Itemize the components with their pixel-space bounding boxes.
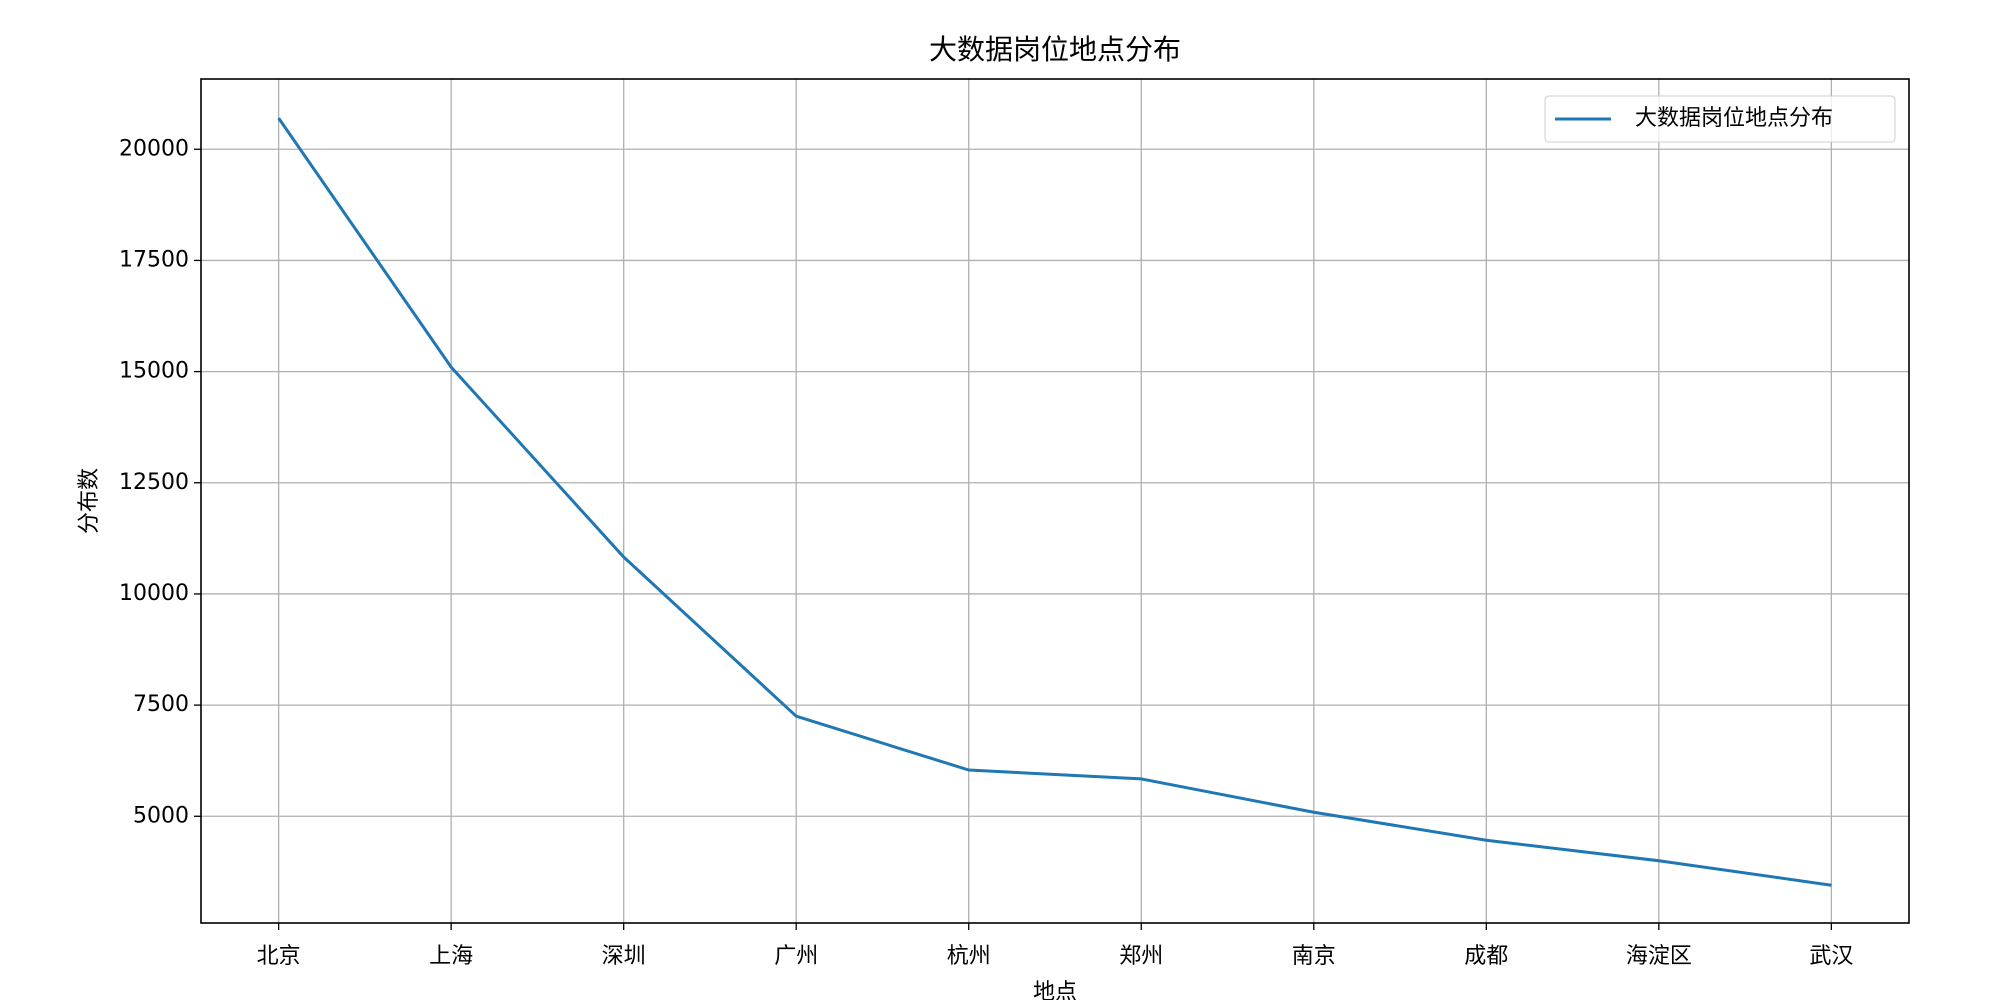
y-tick-label: 15000: [119, 359, 189, 384]
y-tick-label: 5000: [133, 803, 189, 828]
y-tick-label: 17500: [119, 247, 189, 272]
plot-frame: [200, 78, 1910, 924]
chart-title: 大数据岗位地点分布: [929, 33, 1181, 66]
x-tick-label: 郑州: [1119, 944, 1163, 969]
x-tick-label: 海淀区: [1626, 944, 1692, 969]
x-axis-label: 地点: [1033, 980, 1077, 1000]
legend-box: [1544, 95, 1896, 143]
x-tick-label: 广州: [774, 944, 818, 969]
x-tick-label: 成都: [1464, 944, 1508, 969]
legend-label: 大数据岗位地点分布: [1635, 106, 1833, 131]
x-tick-label: 北京: [257, 944, 301, 969]
line-series: [277, 117, 1832, 887]
x-tick-label: 武汉: [1809, 944, 1853, 969]
y-tick-label: 10000: [119, 581, 189, 606]
y-tick-label: 12500: [119, 470, 189, 495]
y-tick-label: 7500: [133, 692, 189, 717]
x-tick-label: 上海: [429, 944, 473, 969]
x-tick-label: 南京: [1292, 944, 1336, 969]
x-tick-label: 深圳: [602, 944, 646, 969]
y-tick-label: 20000: [119, 136, 189, 161]
y-axis-label: 分布数: [77, 468, 102, 534]
x-tick-label: 杭州: [947, 944, 991, 969]
